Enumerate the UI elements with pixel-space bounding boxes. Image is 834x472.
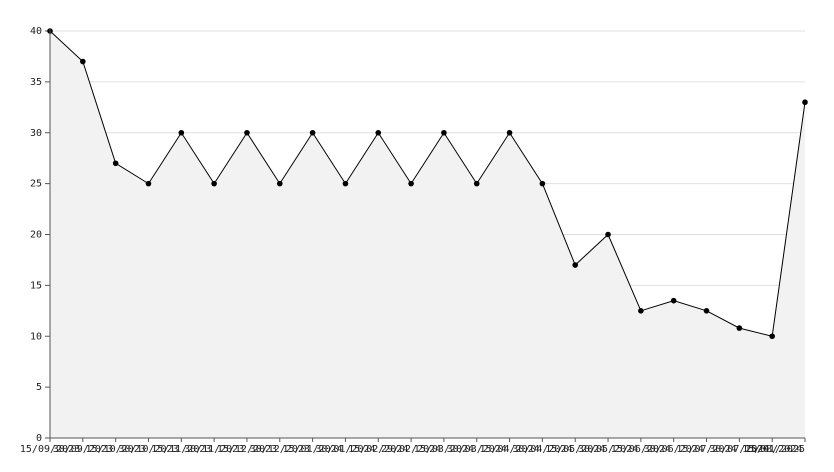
point [473, 180, 480, 187]
x-tick-label: 30/05/2024 [578, 444, 638, 455]
x-tick-label: 30/06/2024 [644, 444, 704, 455]
x-tick-label: 15/09/2023 [20, 444, 80, 455]
area [50, 31, 805, 438]
x-tick-label: 15/04/2024 [479, 444, 539, 455]
x-tick-label: 15/10/2023 [86, 444, 146, 455]
point [506, 129, 513, 136]
point [276, 180, 283, 187]
point [539, 180, 546, 187]
point [112, 160, 119, 167]
y-tick-label: 5 [36, 382, 42, 393]
x-tick-label: 30/04/2024 [512, 444, 572, 455]
point [769, 333, 775, 340]
point [441, 129, 447, 136]
x-tick-label: 15/05/2024 [545, 444, 605, 455]
point [638, 308, 644, 314]
y-tick-label: 40 [30, 26, 42, 37]
x-tick-label: 30/07/2024 [709, 444, 769, 455]
x-tick-label: 15/06/2024 [611, 444, 671, 455]
x-tick-label: 30/09/2023 [53, 444, 113, 455]
point [211, 180, 217, 187]
point [309, 129, 316, 136]
x-tick-label: 15/03/2024 [414, 444, 474, 455]
y-tick-label: 15 [30, 280, 42, 291]
x-tick-label: 30/11/2023 [184, 444, 244, 455]
x-tick-label: 30/03/2024 [447, 444, 507, 455]
x-tick-label: 30/10/2023 [118, 444, 178, 455]
x-tick-label: 15/02/2024 [348, 444, 408, 455]
point [244, 129, 250, 136]
point [80, 58, 86, 65]
x-tick-label: 15/07/2024 [676, 444, 736, 455]
x-tick-label: 15/01/2024 [282, 444, 342, 455]
x-tick-label: 15/11/2023 [151, 444, 211, 455]
point [408, 180, 414, 187]
point [605, 231, 611, 238]
point [670, 297, 677, 304]
line [49, 30, 806, 337]
point [703, 308, 710, 314]
point [572, 262, 579, 268]
x-tick-label: 15/01/2025 [745, 444, 805, 455]
point [178, 129, 185, 136]
y-tick-label: 0 [36, 433, 42, 444]
y-tick-label: 30 [30, 128, 42, 139]
y-tick-label: 25 [30, 179, 42, 190]
x-tick-label: 29/02/2024 [381, 444, 441, 455]
point [375, 129, 382, 136]
point [802, 99, 808, 106]
point [342, 180, 349, 187]
y-tick-label: 20 [30, 230, 42, 241]
x-tick-label: 15/12/2023 [217, 444, 277, 455]
x-tick-label: 30/01/2024 [315, 444, 375, 455]
point [736, 325, 743, 331]
y-tick-label: 35 [30, 77, 42, 88]
point [145, 180, 152, 187]
y-tick-label: 10 [30, 331, 42, 342]
x-tick-label: 15/08/2024 [742, 444, 802, 455]
x-tick-label: 30/12/2023 [250, 444, 310, 455]
